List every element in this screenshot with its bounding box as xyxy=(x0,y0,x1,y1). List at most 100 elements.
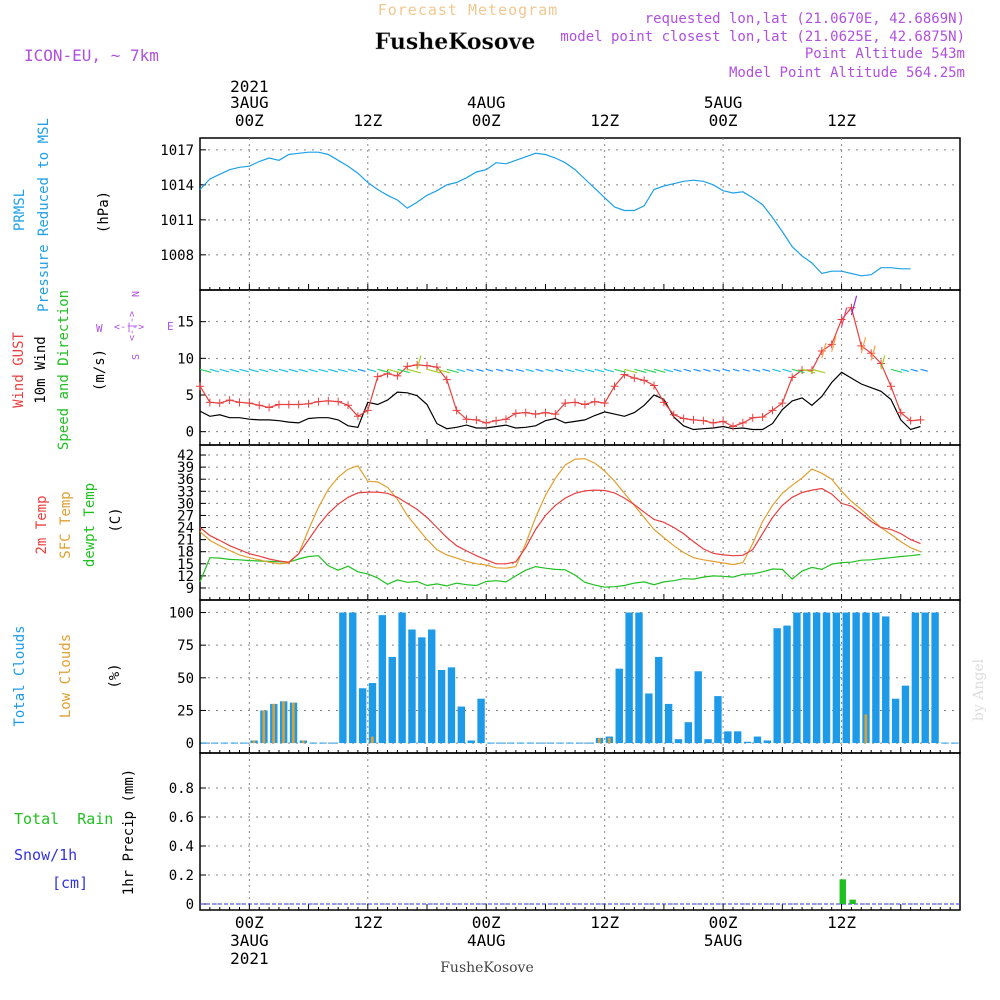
gust-marker xyxy=(877,359,886,368)
wind-arrow xyxy=(209,368,220,373)
compass-arrows-h: <-|-> xyxy=(114,322,144,333)
total-cloud-bar xyxy=(684,722,693,744)
gust-marker xyxy=(699,416,708,425)
snow-unit: [cm] xyxy=(52,874,88,892)
wind-arrow xyxy=(644,368,657,374)
total-cloud-bar xyxy=(378,615,387,744)
wind-arrow xyxy=(387,368,401,374)
y-tick-label: 1011 xyxy=(160,213,194,229)
requested-coords: requested lon,lat (21.0670E, 42.6869N) xyxy=(645,11,965,27)
wind-arrow xyxy=(545,368,554,373)
gust-marker xyxy=(511,409,520,418)
total-cloud-bar xyxy=(724,731,732,744)
wind-speed-line xyxy=(199,371,921,431)
y-tick-label: 9 xyxy=(186,581,194,597)
y-tick-label: 39 xyxy=(177,460,194,476)
gust-marker xyxy=(452,406,461,415)
gust-marker xyxy=(205,398,214,407)
wind-arrow xyxy=(397,368,410,374)
wind-arrow xyxy=(624,368,638,374)
wind-arrow xyxy=(693,368,701,372)
gust-marker xyxy=(867,349,876,358)
gust-marker xyxy=(738,418,747,427)
compass-arrows: <-|-> xyxy=(127,311,138,341)
wind-arrow xyxy=(752,368,761,372)
wind-arrow xyxy=(229,368,240,373)
y-tick-label: 27 xyxy=(177,508,194,524)
wind-arrow xyxy=(673,368,682,373)
wind-arrow xyxy=(831,335,837,352)
gust-marker xyxy=(423,361,432,370)
total-cloud-bar xyxy=(388,656,396,744)
panel-frame xyxy=(199,752,961,911)
y-tick-label: 1008 xyxy=(160,248,194,264)
top-tick-label: 3AUG xyxy=(230,93,269,112)
gust-marker xyxy=(916,415,925,424)
wind-arrow xyxy=(199,368,212,373)
gust-marker xyxy=(778,399,787,408)
wind-arrow xyxy=(683,368,692,372)
low-cloud-bar xyxy=(598,737,601,744)
gust-marker xyxy=(600,399,609,408)
total-cloud-bar xyxy=(812,612,821,744)
y-tick-label: 21 xyxy=(177,533,194,549)
pressure-axis-title: PRMSL Pressure Reduced to MSL (hPa) xyxy=(12,118,112,312)
gust-marker xyxy=(709,418,718,427)
total-cloud-bar xyxy=(615,668,623,744)
closest-coords: model point closest lon,lat (21.0625E, 4… xyxy=(560,29,965,45)
wind-arrow xyxy=(565,368,575,373)
wind-arrow xyxy=(574,368,585,373)
total-cloud-bar xyxy=(921,612,929,744)
total-cloud-bar xyxy=(447,667,456,744)
wind-arrow xyxy=(456,368,466,373)
wind-arrow xyxy=(634,368,647,374)
gust-marker xyxy=(521,408,530,417)
dew-label: dewpt Temp xyxy=(82,483,98,567)
gust-marker xyxy=(728,422,737,431)
gust-marker xyxy=(659,398,668,407)
cloud-unit: (%) xyxy=(107,663,123,688)
wind-arrow xyxy=(870,345,876,361)
wind-arrow xyxy=(920,368,928,372)
t2m-label: 2m Temp xyxy=(34,495,50,554)
gust-marker xyxy=(462,415,471,424)
gust-marker xyxy=(393,371,402,380)
gust-marker xyxy=(768,406,777,415)
gust-marker xyxy=(719,417,728,426)
wind-arrow xyxy=(584,368,595,373)
wind-arrow xyxy=(840,307,848,327)
total-cloud-bar xyxy=(339,612,347,744)
precip-ylabel: 1hr Precip (mm) xyxy=(121,769,137,895)
wind-arrow xyxy=(0,0,940,369)
y-tick-label: 0.6 xyxy=(169,810,194,826)
gust-marker xyxy=(837,315,846,324)
total-cloud-bar xyxy=(872,612,880,744)
y-tick-label: 30 xyxy=(177,496,194,512)
low-cloud-bar xyxy=(864,714,868,744)
gust-marker xyxy=(827,340,836,349)
wind-arrow xyxy=(288,368,298,373)
total-cloud-bar xyxy=(368,683,377,744)
temp-unit: (C) xyxy=(108,507,124,532)
y-tick-label: 10 xyxy=(177,351,194,367)
y-tick-label: 36 xyxy=(177,472,194,488)
low-cloud-bar xyxy=(607,737,611,744)
wind-arrow xyxy=(505,368,514,372)
wind-arrow xyxy=(713,368,721,372)
low-cloud-bar xyxy=(301,740,305,744)
clouds-axis-title: Total Clouds Low Clouds (%) xyxy=(12,625,123,726)
top-tick-label: 12Z xyxy=(353,111,382,130)
low-cloud-bar xyxy=(292,702,295,744)
wind-arrow xyxy=(850,295,858,316)
total-cloud-bar xyxy=(743,741,752,744)
clouds-panel: 0 25 50 75 100 xyxy=(169,599,961,754)
pressure-label-line2: Pressure Reduced to MSL xyxy=(36,118,52,312)
wind-arrow xyxy=(278,368,289,373)
gust-marker xyxy=(492,416,501,425)
gust-marker xyxy=(363,406,372,415)
gust-marker xyxy=(679,414,688,423)
low-cloud-bar xyxy=(371,736,374,744)
bottom-tick-label: 00Z xyxy=(235,913,264,932)
